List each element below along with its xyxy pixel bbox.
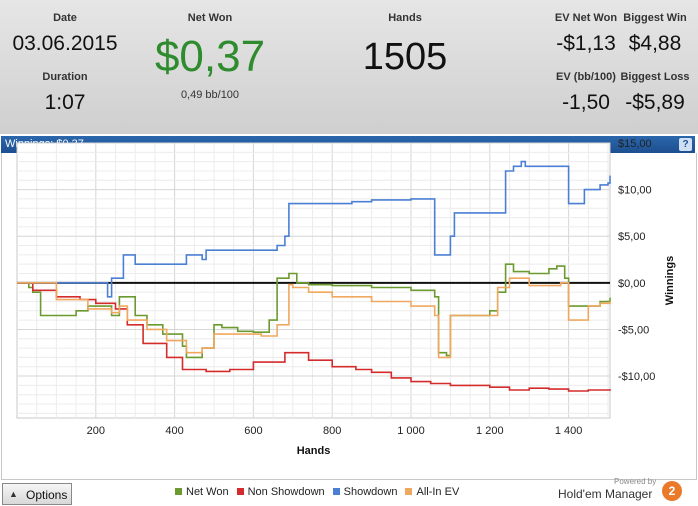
date-label: Date <box>53 12 77 24</box>
legend-item[interactable]: Non Showdown <box>236 486 325 498</box>
ev-bb-value: -1,50 <box>562 91 610 114</box>
date-value: 03.06.2015 <box>12 32 118 55</box>
legend-item[interactable]: All-In EV <box>405 486 459 498</box>
duration-label: Duration <box>42 71 88 83</box>
ev-net-won-label: EV Net Won <box>554 12 618 24</box>
biggest-win-value: $4,88 <box>628 32 682 55</box>
y-tick-label: $15,00 <box>618 138 652 150</box>
chart-grid <box>16 142 611 419</box>
x-tick-label: 200 <box>87 425 105 437</box>
hm2-logo-icon: 2 <box>662 481 682 501</box>
chart-area <box>1 153 697 480</box>
x-axis-label: Hands <box>297 445 331 457</box>
legend-item[interactable]: Showdown <box>332 486 398 498</box>
chart-legend: Net Won Non Showdown Showdown All-In EV <box>175 486 467 498</box>
net-won-bb: 0,49 bb/100 <box>180 89 240 101</box>
caret-up-icon: ▲ <box>9 489 18 499</box>
x-tick-label: 800 <box>323 425 341 437</box>
biggest-win-label: Biggest Win <box>623 12 687 24</box>
x-tick-label: 1 400 <box>555 425 583 437</box>
help-icon[interactable]: ? <box>679 138 692 151</box>
y-axis-label: Winnings <box>664 256 676 305</box>
legend-item[interactable]: Net Won <box>175 486 229 498</box>
net-won-label: Net Won <box>187 12 233 24</box>
series-line-all-in-ev <box>17 277 611 359</box>
legend-swatch <box>332 488 340 495</box>
net-won-value: $0,37 <box>154 32 266 81</box>
product-name: Hold'em Manager <box>558 487 653 501</box>
hands-label: Hands <box>388 12 422 24</box>
legend-swatch <box>236 488 244 495</box>
ev-net-won-value: -$1,13 <box>556 32 616 55</box>
duration-value: 1:07 <box>44 91 86 114</box>
y-tick-label: $5,00 <box>618 231 646 243</box>
plot-background <box>16 142 611 419</box>
hands-value: 1505 <box>362 36 448 78</box>
y-tick-label: $0,00 <box>618 278 646 290</box>
options-button[interactable]: ▲ Options <box>2 483 72 505</box>
x-tick-label: 400 <box>165 425 183 437</box>
x-tick-label: 1 000 <box>397 425 425 437</box>
legend-label: Non Showdown <box>247 486 325 498</box>
series-line-non-showdown <box>17 282 611 392</box>
series-line-net-won <box>17 263 611 359</box>
legend-label: Net Won <box>186 486 229 498</box>
holdem-manager-logo: Powered by Hold'em Manager 2 <box>556 477 696 506</box>
legend-label: Showdown <box>343 486 398 498</box>
bottom-bar: ▲ Options Net Won Non Showdown Showdown All… <box>0 477 698 506</box>
legend-label: All-In EV <box>416 486 460 498</box>
legend-swatch <box>405 488 413 495</box>
legend-swatch <box>175 488 182 495</box>
y-tick-label: $10,00 <box>618 185 652 197</box>
chart-labels: 200 400 600 800 1 000 1 200 1 400 $15,00 $10,00 $… <box>87 138 676 457</box>
x-tick-label: 600 <box>244 425 262 437</box>
biggest-loss-label: Biggest Loss <box>620 71 690 83</box>
y-tick-label: -$5,00 <box>618 324 649 336</box>
options-label: Options <box>26 488 68 502</box>
chart-series <box>17 160 611 392</box>
series-line-showdown <box>17 160 611 298</box>
stats-header: Date 03.06.2015 Duration 1:07 Net Won $0… <box>0 0 698 134</box>
x-tick-label: 1 200 <box>476 425 504 437</box>
powered-by-label: Powered by <box>614 477 657 486</box>
biggest-loss-value: -$5,89 <box>625 91 685 114</box>
y-tick-label: -$10,00 <box>618 371 655 383</box>
ev-bb-label: EV (bb/100) <box>556 71 616 83</box>
